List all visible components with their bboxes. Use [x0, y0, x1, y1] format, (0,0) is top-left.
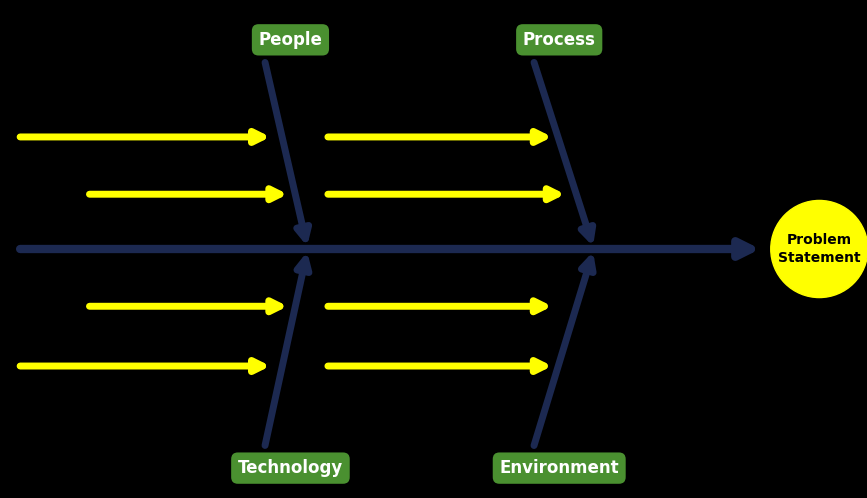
Text: Technology: Technology [238, 459, 343, 477]
Text: Process: Process [523, 31, 596, 49]
Circle shape [771, 200, 867, 297]
Text: Problem
Statement: Problem Statement [778, 234, 861, 264]
Text: Environment: Environment [499, 459, 619, 477]
Text: People: People [258, 31, 323, 49]
